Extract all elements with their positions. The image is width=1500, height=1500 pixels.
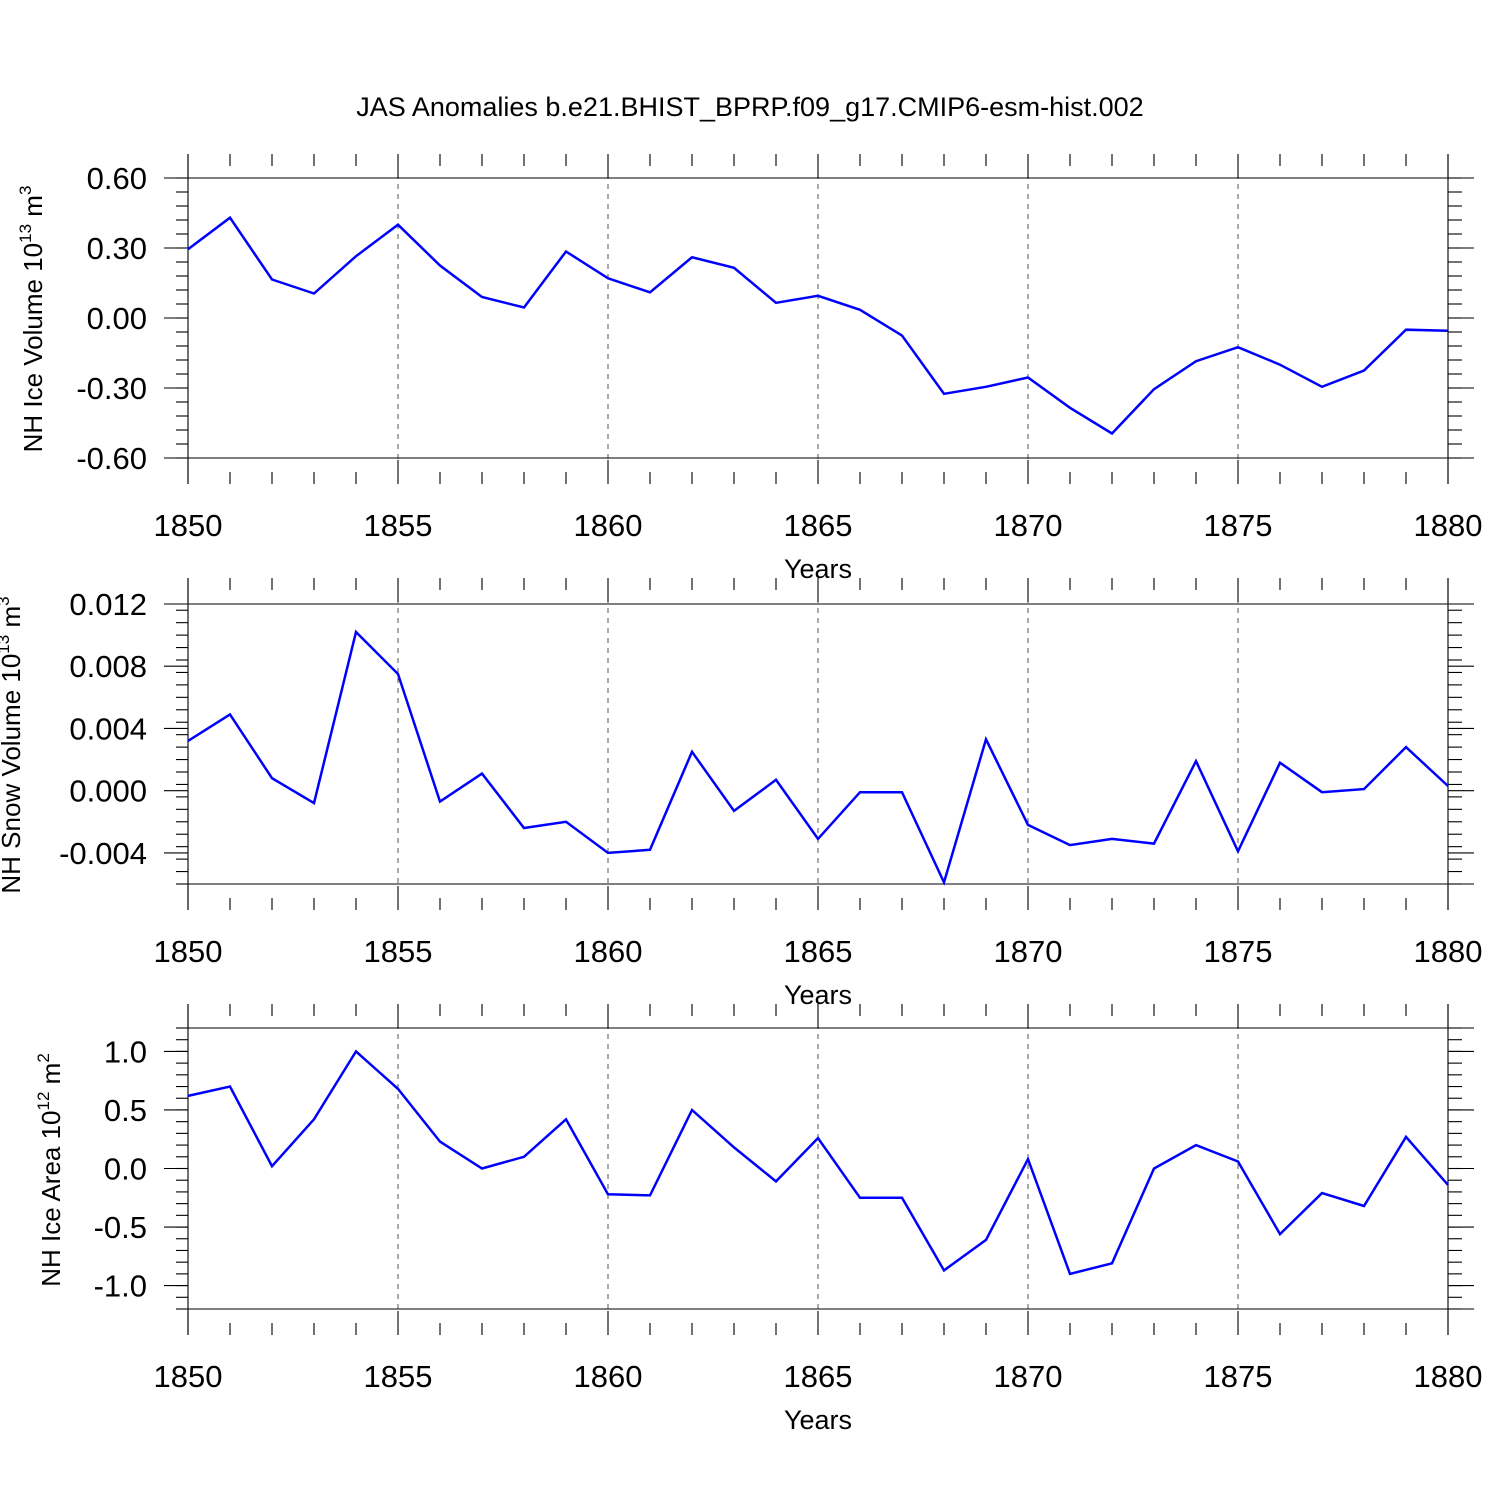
y-tick-label: 0.00 <box>87 301 147 336</box>
y-axis-label: NH Ice Area 1012 m2 <box>34 1053 66 1287</box>
y-axis-label-part: m <box>36 1063 66 1092</box>
x-tick-label: 1850 <box>154 934 223 969</box>
x-tick-label: 1875 <box>1204 508 1273 543</box>
y-axis-label-part: 12 <box>34 1092 53 1111</box>
y-axis-label: NH Ice Volume 1013 m3 <box>16 186 48 453</box>
chart-title: JAS Anomalies b.e21.BHIST_BPRP.f09_g17.C… <box>356 92 1143 122</box>
x-tick-label: 1855 <box>364 1359 433 1394</box>
y-tick-label: -0.30 <box>76 371 147 406</box>
x-tick-label: 1880 <box>1414 1359 1483 1394</box>
x-tick-label: 1875 <box>1204 1359 1273 1394</box>
y-tick-label: -0.004 <box>59 836 147 871</box>
y-tick-label: 0.60 <box>87 161 147 196</box>
x-tick-label: 1870 <box>994 1359 1063 1394</box>
x-tick-label: 1860 <box>574 934 643 969</box>
y-axis-label: NH Snow Volume 1013 m3 <box>0 596 26 893</box>
y-tick-label: -0.60 <box>76 441 147 476</box>
x-tick-label: 1875 <box>1204 934 1273 969</box>
y-tick-label: 0.012 <box>69 587 147 622</box>
y-axis-label-part: 13 <box>16 224 35 243</box>
x-tick-label: 1860 <box>574 1359 643 1394</box>
y-axis-label-part: NH Ice Area 10 <box>36 1110 66 1286</box>
y-axis-label-part: 2 <box>34 1053 53 1062</box>
chart-panel-3: 1.0 0.5 0.0 -0.5 -1.0 1850 1855 1860 1865 1870 187… <box>34 1004 1482 1435</box>
series-line <box>187 629 1449 886</box>
y-tick-label: -1.0 <box>94 1269 147 1304</box>
y-tick-label: 0.5 <box>104 1093 147 1128</box>
y-axis-label-part: 3 <box>16 186 35 195</box>
x-tick-label: 1870 <box>994 508 1063 543</box>
x-tick-label: 1880 <box>1414 934 1483 969</box>
y-axis-label-part: m <box>0 606 26 635</box>
y-axis-label-part: NH Ice Volume 10 <box>18 243 48 453</box>
series-line <box>187 1049 1449 1276</box>
y-tick-label: 0.004 <box>69 711 147 746</box>
y-axis-label-part: 3 <box>0 596 13 605</box>
x-tick-label: 1865 <box>784 1359 853 1394</box>
y-tick-label: 0.008 <box>69 649 147 684</box>
chart-panel-2: 0.012 0.008 0.004 0.000 -0.004 1850 1855 1860 18… <box>0 578 1482 1010</box>
x-tick-label: 1850 <box>154 508 223 543</box>
y-tick-label: 0.000 <box>69 774 147 809</box>
series-line <box>187 215 1449 436</box>
y-tick-label: 0.0 <box>104 1152 147 1187</box>
x-tick-label: 1865 <box>784 934 853 969</box>
x-tick-label: 1850 <box>154 1359 223 1394</box>
y-axis-label-part: 13 <box>0 635 13 654</box>
y-axis-label-part: NH Snow Volume 10 <box>0 654 26 894</box>
x-tick-label: 1865 <box>784 508 853 543</box>
y-tick-label: -0.5 <box>94 1210 147 1245</box>
y-tick-label: 1.0 <box>104 1034 147 1069</box>
y-tick-label: 0.30 <box>87 231 147 266</box>
x-tick-label: 1860 <box>574 508 643 543</box>
x-axis-label: Years <box>784 1405 852 1435</box>
x-tick-label: 1880 <box>1414 508 1483 543</box>
y-axis-label-part: m <box>18 195 48 224</box>
x-tick-label: 1855 <box>364 508 433 543</box>
x-tick-label: 1870 <box>994 934 1063 969</box>
x-tick-label: 1855 <box>364 934 433 969</box>
